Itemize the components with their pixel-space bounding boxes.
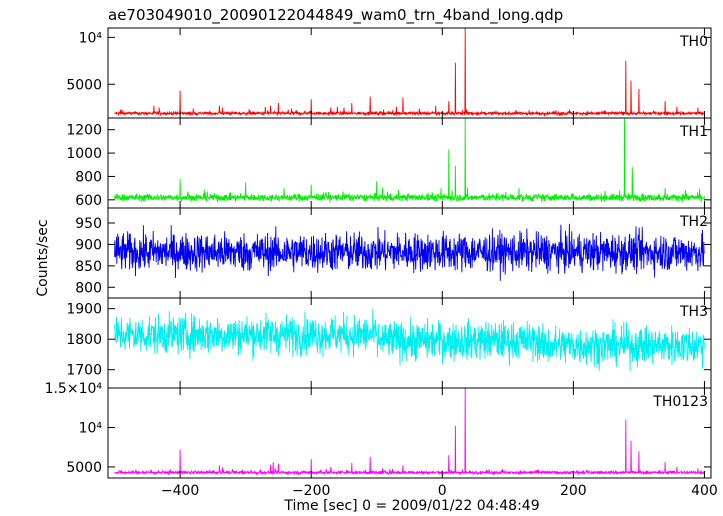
panel-label-th2: TH2	[679, 214, 708, 230]
x-tick-label: 400	[691, 483, 718, 499]
series-line-th0	[114, 28, 705, 117]
panel-label-th0123: TH0123	[652, 394, 708, 410]
x-tick-label: −200	[292, 483, 330, 499]
y-tick-label: 1200	[66, 123, 102, 139]
x-tick-label: 200	[560, 483, 587, 499]
panel-label-th0: TH0	[679, 34, 708, 50]
y-tick-label: 900	[75, 237, 102, 253]
panel-label-th1: TH1	[679, 124, 708, 140]
panels-group: 5000 10⁴ TH0 600 800 1000 1200 TH1 800 850 900 950 T…	[45, 27, 718, 499]
panel-frame-th1	[107, 117, 712, 209]
y-tick-label: 850	[75, 259, 102, 275]
x-tick-label: −400	[161, 483, 199, 499]
y-tick-label: 1900	[66, 302, 102, 318]
series-line-th1	[114, 118, 705, 203]
panel-label-th3: TH3	[679, 304, 708, 320]
chart-title: ae703049010_20090122044849_wam0_trn_4ban…	[108, 6, 563, 25]
y-tick-label: 1800	[66, 332, 102, 348]
y-tick-label: 1.5×10⁴	[45, 381, 103, 397]
y-tick-label: 10⁴	[79, 30, 103, 46]
x-axis-label: Time [sec] 0 = 2009/01/22 04:48:49	[283, 498, 539, 514]
series-line-th3	[114, 308, 705, 371]
series-line-th2	[114, 223, 705, 281]
x-tick-label: 0	[438, 483, 447, 499]
y-tick-label: 1000	[66, 146, 102, 162]
y-tick-label: 950	[75, 216, 102, 232]
panel-frame-th0123	[107, 387, 712, 479]
panel-frame-th0	[107, 27, 712, 119]
y-tick-label: 5000	[66, 77, 102, 93]
y-tick-label: 10⁴	[79, 420, 103, 436]
y-tick-label: 800	[75, 280, 102, 296]
y-tick-label: 800	[75, 169, 102, 185]
y-axis-label: Counts/sec	[35, 219, 51, 296]
y-tick-label: 5000	[66, 460, 102, 476]
series-line-th0123	[114, 388, 705, 476]
y-tick-label: 600	[75, 193, 102, 209]
y-tick-label: 1700	[66, 363, 102, 379]
